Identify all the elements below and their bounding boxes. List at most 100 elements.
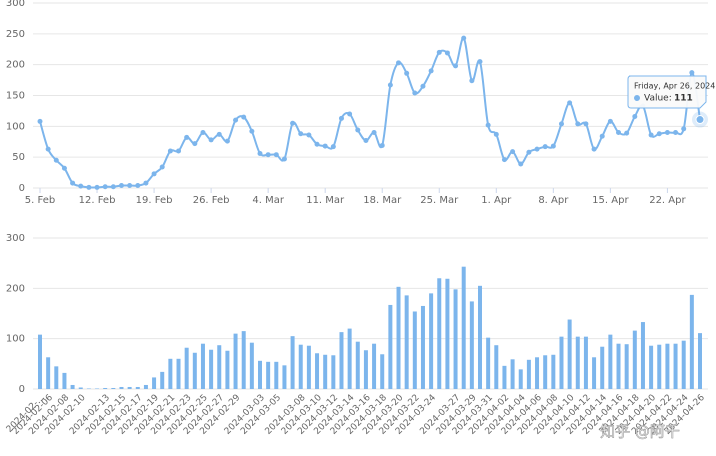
point [330, 144, 336, 150]
bar [535, 357, 540, 389]
point [404, 70, 410, 76]
point [493, 131, 499, 137]
tooltip-value: 111 [674, 94, 693, 104]
point [673, 130, 679, 135]
y-tick-label: 0 [19, 384, 25, 395]
bar [543, 355, 548, 389]
point [387, 82, 393, 88]
bar [657, 344, 662, 389]
point [453, 63, 459, 69]
line [39, 37, 701, 189]
x-tick-label: 5. Feb [25, 195, 55, 206]
point [469, 78, 475, 84]
point [567, 100, 573, 106]
bar [38, 334, 42, 389]
bar [347, 328, 352, 389]
bar [567, 319, 572, 389]
point [550, 143, 556, 149]
point [347, 111, 353, 117]
bar [526, 359, 531, 389]
bar [388, 304, 393, 389]
bar [274, 361, 279, 389]
bar [217, 345, 222, 389]
point [681, 126, 687, 132]
bar [266, 361, 271, 389]
point-hover [695, 115, 705, 125]
bar [282, 365, 287, 389]
point [689, 70, 695, 76]
bar [70, 384, 75, 389]
point [53, 157, 59, 163]
x-tick-label: 12. Feb [79, 195, 116, 206]
point [290, 120, 296, 126]
point [70, 180, 76, 186]
watermark: 知乎 @阿千 [600, 423, 680, 441]
bar [46, 357, 51, 389]
point [306, 132, 312, 138]
y-tick-label: 100 [6, 121, 25, 132]
bar [331, 355, 336, 389]
point [558, 121, 564, 127]
bar [502, 365, 507, 389]
bar [559, 336, 564, 389]
point [624, 130, 630, 136]
x-tick-label: 15. Apr [592, 195, 629, 206]
bar [600, 346, 605, 389]
point [159, 164, 165, 170]
bar [111, 387, 116, 389]
point [224, 138, 230, 144]
point [616, 130, 622, 135]
bar [86, 388, 91, 389]
point [436, 49, 442, 55]
point [599, 133, 605, 139]
point [298, 131, 304, 137]
bar [689, 294, 694, 389]
y-tick-label: 300 [6, 0, 25, 9]
bar [478, 285, 482, 389]
bar [608, 334, 613, 389]
point [45, 146, 51, 152]
point [37, 118, 43, 124]
point [501, 157, 507, 163]
point [94, 184, 100, 190]
bar [233, 333, 238, 389]
bar [624, 344, 629, 389]
point [200, 130, 206, 135]
point [265, 152, 271, 158]
point [192, 141, 198, 147]
bar [249, 342, 254, 389]
x-tick-label: 25. Mar [420, 195, 459, 206]
point [102, 184, 108, 190]
point [78, 183, 84, 189]
y-tick-label: 150 [6, 91, 25, 102]
bar [176, 358, 181, 389]
bar [698, 333, 702, 389]
point [249, 128, 255, 134]
point [583, 121, 589, 127]
bar [135, 386, 140, 389]
point [176, 148, 182, 154]
point [363, 138, 369, 144]
bar [192, 352, 197, 389]
tooltip-box [627, 75, 707, 109]
bar [200, 343, 205, 389]
y-tick-label: 200 [6, 283, 25, 294]
bar [396, 286, 401, 389]
bar [372, 343, 377, 389]
bar [363, 350, 368, 389]
point [542, 144, 548, 150]
point [510, 149, 516, 155]
bar [168, 358, 173, 389]
point [379, 142, 385, 148]
bar [640, 322, 645, 389]
bar [380, 354, 385, 389]
bar [649, 345, 654, 389]
point [575, 121, 581, 127]
bar [127, 386, 132, 389]
bar [592, 357, 597, 389]
bar [103, 387, 108, 389]
point [420, 83, 426, 89]
bar [95, 388, 100, 389]
point [648, 132, 654, 138]
point [257, 150, 263, 156]
